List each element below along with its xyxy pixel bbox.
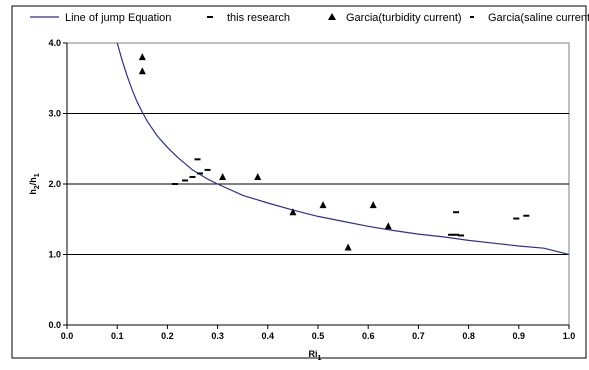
x-tick-label-5: 0.5 [312,331,325,341]
legend-triangle-symbol [328,13,336,20]
y-tick-label-3: 3.0 [48,109,61,119]
triangle-point-5 [319,201,327,209]
x-tick-label-10: 1.0 [563,331,576,341]
y-tick-label-1: 1.0 [48,250,61,260]
legend-label-garcia-turbidity: Garcia(turbidity current) [346,12,462,24]
y-axis-title: h2/h1 [28,173,41,194]
legend: Line of jump Equation this research Garc… [30,12,589,24]
triangle-point-3 [254,172,262,180]
x-tick-label-1: 0.1 [111,331,124,341]
triangle-point-1 [138,67,146,75]
x-axis-title: Ri1 [309,349,322,362]
legend-label-this-research: this research [227,12,290,24]
series-line-jump-equation [116,42,570,256]
triangle-point-2 [219,172,227,180]
x-tick-label-3: 0.3 [211,331,224,341]
x-tick-label-0: 0.0 [61,331,74,341]
y-tick-label-4: 4.0 [48,38,61,48]
triangle-point-7 [369,201,377,209]
x-tick-label-7: 0.7 [412,331,425,341]
y-tick-label-0: 0.0 [48,320,61,330]
legend-item-line: Line of jump Equation [30,12,171,24]
legend-label-garcia-saline: Garcia(saline current [488,12,589,24]
series [116,42,570,256]
triangle-point-0 [138,53,146,61]
x-tick-label-4: 0.4 [262,331,275,341]
triangle-point-4 [289,208,297,216]
grid-lines [67,113,569,255]
x-tick-label-9: 0.9 [513,331,526,341]
y-tick-label-2: 2.0 [48,179,61,189]
triangle-point-8 [384,222,392,230]
legend-item-garcia-turbidity: Garcia(turbidity current) [328,12,462,24]
axes: 0.0 1.0 2.0 3.0 4.0 0.0 0.1 0.2 0.3 0.4 0.5 0.6 0.7 0… [48,38,575,341]
x-tick-label-8: 0.8 [462,331,475,341]
legend-item-this-research: this research [207,12,290,24]
x-tick-label-2: 0.2 [161,331,174,341]
legend-item-garcia-saline: Garcia(saline current [470,12,589,24]
x-tick-label-6: 0.6 [362,331,375,341]
legend-label-line: Line of jump Equation [65,12,171,24]
triangle-point-6 [344,243,352,251]
